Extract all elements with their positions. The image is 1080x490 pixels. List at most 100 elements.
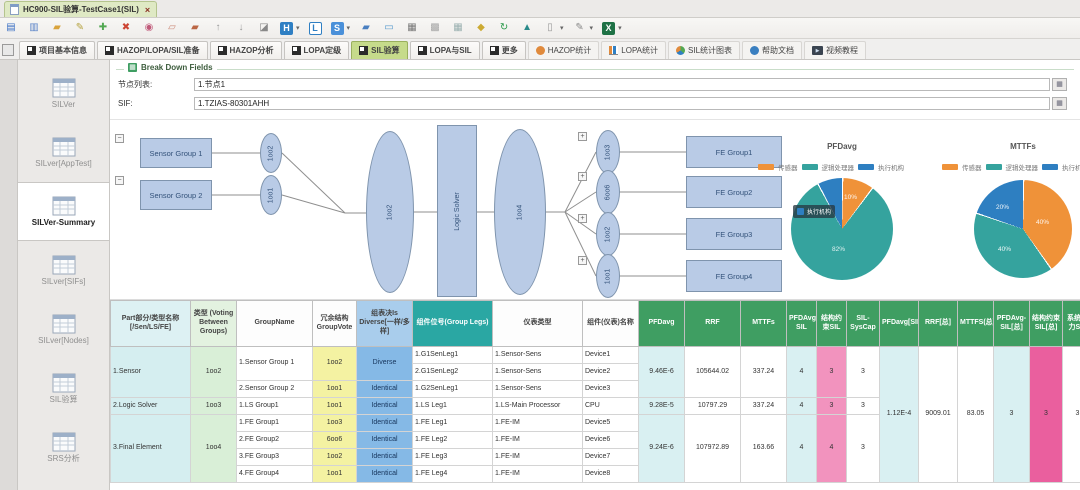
cell-sif-arch-sil: 3 (1029, 346, 1063, 483)
add-icon[interactable]: ✚ (98, 22, 108, 33)
key-icon[interactable]: ◆ (477, 22, 485, 33)
sidebar-item-silver-apptest[interactable]: SILver[AppTest] (18, 123, 109, 182)
close-icon[interactable]: × (144, 4, 151, 15)
tab-lopa-and-sil[interactable]: LOPA与SIL (409, 41, 480, 59)
tab-project-info[interactable]: 项目基本信息 (19, 41, 95, 59)
window-title-bar: HC900-SIL验算-TestCase1(SIL) × (0, 0, 1080, 18)
table-header-row: Part部分/类型名称 [/Sen/LS/FE] 类型 (Voting Betw… (110, 300, 1080, 347)
sidebar-item-srs-analysis[interactable]: SRS分析 (18, 418, 109, 477)
sidebar-item-silver[interactable]: SILVer (18, 64, 109, 123)
cell-pfdavg: 9.24E-6 (638, 414, 685, 483)
cell-group: 4.FE Group4 (236, 465, 313, 483)
copy-icon[interactable]: ▱ (168, 22, 176, 33)
fe-group-1-node[interactable]: FE Group1 (686, 136, 782, 168)
ls-output-vote-oval[interactable]: 1oo4 (494, 129, 546, 295)
tab-hazop-stats[interactable]: HAZOP统计 (527, 41, 600, 59)
module-tab-bar: 项目基本信息 HAZOP/LOPA/SIL准备 HAZOP分析 LOPA定级 S… (0, 39, 1080, 60)
hazop-chip-icon[interactable]: H (280, 21, 293, 35)
cell-pfdavg-sil: 4 (786, 397, 817, 415)
lopa-chip-icon[interactable]: L (308, 21, 322, 35)
tab-video-tutorial[interactable]: ▶ 视频教程 (804, 41, 867, 59)
cell-leg: 1.G1SenLeg1 (412, 346, 493, 364)
tab-lopa-stats[interactable]: LOPA统计 (601, 41, 667, 59)
user-icon[interactable]: ▲ (522, 22, 532, 33)
folder-icon[interactable]: ▰ (53, 22, 61, 33)
fe2-vote-oval[interactable]: 6oo6 (596, 170, 620, 214)
window-restore-icon[interactable] (2, 44, 14, 56)
select-icon[interactable]: ◪ (259, 22, 269, 33)
cell-diverse: Identical (356, 380, 413, 398)
legend-label: 传感器 (778, 165, 798, 172)
fe-group-3-node[interactable]: FE Group3 (686, 218, 782, 250)
grid-icon[interactable]: ▦ (453, 22, 463, 33)
tab-sil-verification[interactable]: SIL验算 (351, 41, 408, 59)
node-list-input[interactable] (194, 78, 1050, 91)
sensor-group-1-node[interactable]: Sensor Group 1 (140, 138, 212, 168)
sidebar-item-silver-nodes[interactable]: SILver[Nodes] (18, 300, 109, 359)
sidebar-item-sil-check[interactable]: SIL验算 (18, 359, 109, 418)
tab-hazop-analysis[interactable]: HAZOP分析 (209, 41, 282, 59)
connector-lines (212, 151, 686, 277)
mttfs-pie-title: MTTFs (1010, 142, 1036, 151)
cell-mttfs: 337.24 (740, 397, 787, 415)
open-icon[interactable]: ▥ (29, 22, 39, 33)
sif-input[interactable] (194, 97, 1050, 110)
search-icon[interactable]: ◉ (144, 22, 154, 33)
cell-leg: 1.FE Leg4 (412, 465, 493, 483)
tab-sil-stat-charts[interactable]: SIL统计图表 (668, 41, 741, 59)
fe-group-4-node[interactable]: FE Group4 (686, 260, 782, 292)
sil-chip-icon[interactable]: S (330, 21, 344, 35)
expand-toggle-icon[interactable]: + (578, 256, 587, 265)
card-icon[interactable]: ▭ (384, 22, 394, 33)
document-tab[interactable]: HC900-SIL验算-TestCase1(SIL) × (4, 1, 158, 17)
sensor-group-2-node[interactable]: Sensor Group 2 (140, 180, 212, 210)
move-down-icon[interactable]: ↓ (238, 22, 244, 33)
sidebar-item-label: SILver[Nodes] (38, 335, 89, 345)
fe-group-2-node[interactable]: FE Group2 (686, 176, 782, 208)
chevron-down-icon[interactable]: ▾ (589, 25, 594, 32)
pen-icon[interactable]: ✎ (575, 22, 584, 33)
cell-diverse: Identical (356, 414, 413, 432)
expand-toggle-icon[interactable]: + (578, 214, 587, 223)
tab-label: 帮助文档 (762, 46, 795, 55)
legend-label: 执行机构 (1062, 165, 1080, 172)
chevron-down-icon[interactable]: ▾ (296, 25, 300, 32)
col-header: 组表决Is Diverse[一样/多样] (356, 300, 413, 347)
cell-instrument-type: 1.Sensor-Sens (492, 380, 583, 398)
fieldset-border (116, 69, 1074, 70)
save-icon[interactable]: ▤ (6, 22, 16, 33)
tab-help-docs[interactable]: 帮助文档 (742, 41, 803, 59)
tab-lopa-grading[interactable]: LOPA定级 (283, 41, 350, 59)
settings-icon[interactable]: ▩ (430, 22, 440, 33)
excel-chip-icon[interactable]: X (602, 21, 616, 35)
paste-icon[interactable]: ▰ (191, 22, 199, 33)
doc-icon[interactable]: ▯ (547, 22, 553, 33)
move-up-icon[interactable]: ↑ (215, 22, 221, 33)
sidebar-item-silver-summary[interactable]: SILVer-Summary (18, 182, 109, 241)
print-icon[interactable]: ▦ (407, 22, 417, 33)
expand-toggle-icon[interactable]: + (578, 172, 587, 181)
collapse-toggle-icon[interactable]: − (115, 176, 124, 185)
sif-picker-icon[interactable]: ▦ (1052, 97, 1067, 110)
chevron-down-icon[interactable]: ▾ (346, 25, 351, 32)
refresh-icon[interactable]: ↻ (499, 22, 509, 33)
sidebar-item-silver-sifs[interactable]: SILver[SIFs] (18, 241, 109, 300)
expand-toggle-icon[interactable]: + (578, 132, 587, 141)
collapse-toggle-icon[interactable]: − (115, 134, 124, 143)
edit-icon[interactable]: ✎ (75, 22, 85, 33)
delete-icon[interactable]: ✖ (121, 22, 131, 33)
tab-more[interactable]: 更多 (481, 41, 526, 59)
tab-hazop-lopa-sil-prep[interactable]: HAZOP/LOPA/SIL准备 (97, 41, 208, 59)
fe4-vote-oval[interactable]: 1oo1 (596, 254, 620, 298)
sensor2-vote-oval[interactable]: 1oo1 (260, 175, 282, 215)
sensor1-vote-oval[interactable]: 1oo2 (260, 133, 282, 173)
fe3-vote-oval[interactable]: 1oo2 (596, 212, 620, 256)
chevron-down-icon[interactable]: ▾ (618, 25, 622, 32)
folder-blue-icon[interactable]: ▰ (362, 22, 370, 33)
col-header: Part部分/类型名称 [/Sen/LS/FE] (110, 300, 191, 347)
sensor-merge-vote-oval[interactable]: 1oo2 (366, 131, 414, 293)
node-list-picker-icon[interactable]: ▦ (1052, 78, 1067, 91)
fe1-vote-oval[interactable]: 1oo3 (596, 130, 620, 174)
logic-solver-node[interactable]: Logic Solver (437, 125, 477, 297)
chevron-down-icon[interactable]: ▾ (560, 25, 564, 32)
